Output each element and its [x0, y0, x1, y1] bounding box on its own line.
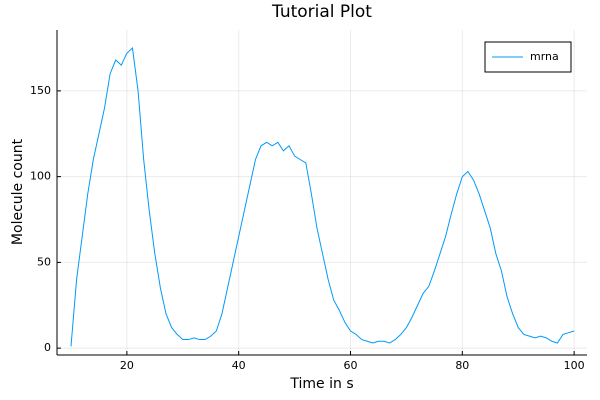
- x-tick-label: 20: [120, 359, 134, 372]
- x-tick-label: 40: [232, 359, 246, 372]
- x-tick-label: 60: [344, 359, 358, 372]
- chart-title: Tutorial Plot: [271, 2, 372, 22]
- y-tick-label: 100: [30, 170, 51, 183]
- y-axis-label: Molecule count: [10, 138, 26, 245]
- x-tick-label: 80: [455, 359, 469, 372]
- y-tick-label: 150: [30, 84, 51, 97]
- y-tick-label: 50: [37, 255, 51, 268]
- legend-label: mrna: [530, 50, 559, 63]
- x-tick-label: 100: [564, 359, 585, 372]
- data-line: [70, 46, 575, 347]
- y-tick-label: 0: [44, 341, 51, 354]
- x-axis-label: Time in s: [289, 376, 353, 392]
